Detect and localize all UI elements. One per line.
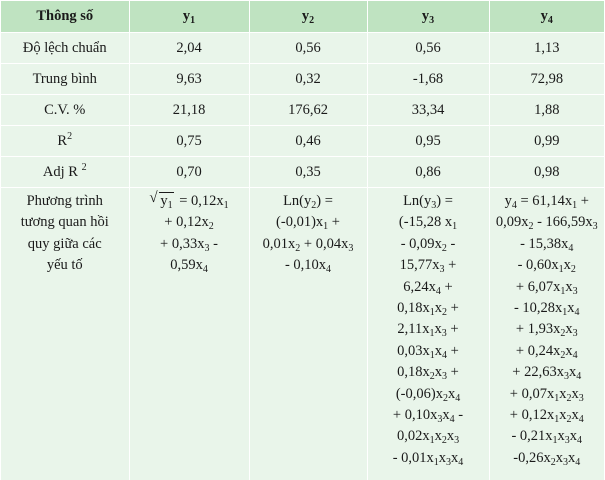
equation-line: - 0,09x2 - (372, 234, 485, 255)
row-r2: R2 0,75 0,46 0,95 0,99 (1, 126, 604, 157)
cell-y3: -1,68 (367, 64, 489, 95)
equation-line: + 1,93x2x3 (494, 319, 601, 340)
cell-y2: 0,56 (249, 33, 367, 64)
row-std: Độ lệch chuẩn 2,04 0,56 0,56 1,13 (1, 33, 604, 64)
cell-y3: 33,34 (367, 95, 489, 126)
header-param: Thông số (1, 1, 129, 33)
equation-line: quy giữa các (5, 234, 125, 255)
equation-line: (-0,01)x1 + (254, 212, 363, 233)
equation-line: 0,03x1x4 + (372, 341, 485, 362)
equation-line: (-15,28 x1 (372, 212, 485, 233)
row-mean: Trung bình 9,63 0,32 -1,68 72,98 (1, 64, 604, 95)
cell-y4: 1,13 (489, 33, 604, 64)
row-label: Độ lệch chuẩn (1, 33, 129, 64)
cell-y1: 21,18 (129, 95, 249, 126)
cell-y4: 0,99 (489, 126, 604, 157)
equation-line: + 0,07x1x2x3 (494, 384, 601, 405)
equation-line: 0,02x1x2x3 (372, 426, 485, 447)
cell-y2: 176,62 (249, 95, 367, 126)
cell-y2: 0,32 (249, 64, 367, 95)
equation-y3: Ln(y3) =(-15,28 x1- 0,09x2 -15,77x3 +6,2… (367, 188, 489, 480)
equation-line: + 22,63x3x4 (494, 362, 601, 383)
equation-line: Phương trình (5, 191, 125, 212)
equation-line: 0,18x2x3 + (372, 362, 485, 383)
cell-y2: 0,35 (249, 157, 367, 188)
cell-y1: 0,70 (129, 157, 249, 188)
header-y1: y1 (129, 1, 249, 33)
equation-line: + 0,33x3 - (134, 234, 245, 255)
equation-line: 0,18x1x2 + (372, 298, 485, 319)
equation-line: 6,24x4 + (372, 277, 485, 298)
equation-line: - 0,10x4 (254, 255, 363, 276)
equation-y4: y4 = 61,14x1 +0,09x2 - 166,59x3- 15,38x4… (489, 188, 604, 480)
equation-line: -0,26x2x3x4 (494, 448, 601, 469)
equation-line: 0,09x2 - 166,59x3 (494, 212, 601, 233)
equation-line: 15,77x3 + (372, 255, 485, 276)
header-y4: y4 (489, 1, 604, 33)
equation-line: - 0,21x1x3x4 (494, 426, 601, 447)
equation-line: + 0,12x2 (134, 212, 245, 233)
cell-y4: 72,98 (489, 64, 604, 95)
equation-line: tương quan hồi (5, 212, 125, 233)
equation-line: 2,11x1x3 + (372, 319, 485, 340)
equation-line: (-0,06)x2x4 (372, 384, 485, 405)
row-cv: C.V. % 21,18 176,62 33,34 1,88 (1, 95, 604, 126)
equation-line: - 10,28x1x4 (494, 298, 601, 319)
equation-line: Ln(y3) = (372, 191, 485, 212)
equation-line: - 0,01x1x3x4 (372, 448, 485, 469)
equation-line: Ln(y2) = (254, 191, 363, 212)
square-root-symbol: √y1 (149, 191, 173, 212)
header-y3: y3 (367, 1, 489, 33)
row-label: Adj R 2 (1, 157, 129, 188)
equation-line: - 0,60x1x2 (494, 255, 601, 276)
cell-y2: 0,46 (249, 126, 367, 157)
equation-line: + 0,24x2x4 (494, 341, 601, 362)
equation-y2: Ln(y2) =(-0,01)x1 +0,01x2 + 0,04x3- 0,10… (249, 188, 367, 480)
equation-y1: √y1 = 0,12x1+ 0,12x2+ 0,33x3 -0,59x4 (129, 188, 249, 480)
row-label: C.V. % (1, 95, 129, 126)
cell-y3: 0,95 (367, 126, 489, 157)
header-y2: y2 (249, 1, 367, 33)
equation-line: + 6,07x1x3 (494, 277, 601, 298)
cell-y1: 9,63 (129, 64, 249, 95)
equation-line: yếu tố (5, 255, 125, 276)
equation-line: √y1 = 0,12x1 (134, 191, 245, 212)
equation-line: + 0,10x3x4 - (372, 405, 485, 426)
cell-y1: 0,75 (129, 126, 249, 157)
equation-line: 0,59x4 (134, 255, 245, 276)
cell-y1: 2,04 (129, 33, 249, 64)
equation-line: - 15,38x4 (494, 234, 601, 255)
header-row: Thông số y1 y2 y3 y4 (1, 1, 604, 33)
cell-y4: 1,88 (489, 95, 604, 126)
equation-line: + 0,12x1x2x4 (494, 405, 601, 426)
row-adjr2: Adj R 2 0,70 0,35 0,86 0,98 (1, 157, 604, 188)
row-label: Trung bình (1, 64, 129, 95)
equation-line: y4 = 61,14x1 + (494, 191, 601, 212)
cell-y4: 0,98 (489, 157, 604, 188)
row-label: R2 (1, 126, 129, 157)
cell-y3: 0,86 (367, 157, 489, 188)
equation-line: 0,01x2 + 0,04x3 (254, 234, 363, 255)
cell-y3: 0,56 (367, 33, 489, 64)
